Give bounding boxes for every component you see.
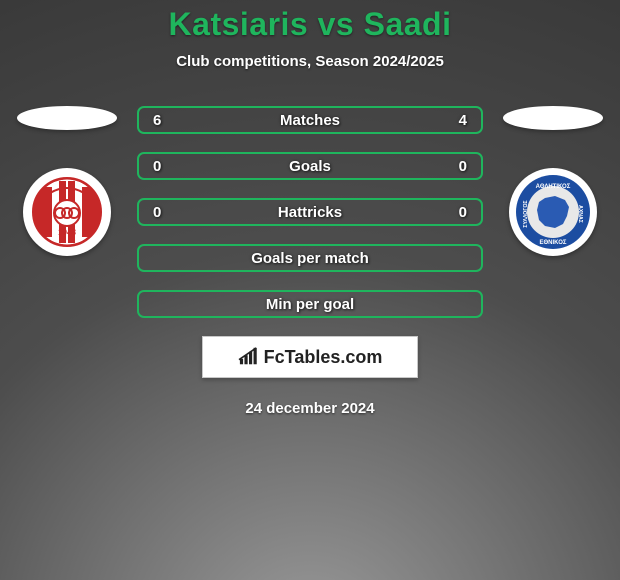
stat-label: Goals per match (251, 250, 369, 267)
svg-text:ΕΘΝΙΚΟΣ: ΕΘΝΙΚΟΣ (540, 240, 567, 246)
stat-bar-goals: 0 Goals 0 (137, 152, 483, 180)
fctables-logo-box: FcTables.com (202, 336, 418, 378)
page-title: Katsiaris vs Saadi (169, 6, 452, 43)
logo-text: FcTables.com (264, 347, 383, 368)
svg-text:ΑΧΝΑΣ: ΑΧΝΑΣ (577, 205, 583, 223)
left-player-column: 1948 (15, 106, 119, 256)
stat-right-value: 0 (447, 158, 467, 175)
stat-right-value: 4 (447, 112, 467, 129)
stat-left-value: 0 (153, 158, 173, 175)
right-player-oval (503, 106, 603, 130)
subtitle: Club competitions, Season 2024/2025 (176, 53, 444, 70)
left-player-oval (17, 106, 117, 130)
stat-bar-goals-per-match: Goals per match (137, 244, 483, 272)
bar-chart-icon (238, 347, 260, 367)
stat-right-value: 0 (447, 204, 467, 221)
right-badge-art: ΑΘΛΗΤΙΚΟΣ ΕΘΝΙΚΟΣ ΣΥΛΛΟΓΟΣ ΑΧΝΑΣ (515, 174, 591, 250)
stat-label: Min per goal (266, 296, 354, 313)
stat-bar-matches: 6 Matches 4 (137, 106, 483, 134)
stat-bar-min-per-goal: Min per goal (137, 290, 483, 318)
stat-left-value: 0 (153, 204, 173, 221)
right-club-badge: ΑΘΛΗΤΙΚΟΣ ΕΘΝΙΚΟΣ ΣΥΛΛΟΓΟΣ ΑΧΝΑΣ (509, 168, 597, 256)
logo-prefix: Fc (264, 347, 285, 367)
right-player-column: ΑΘΛΗΤΙΚΟΣ ΕΘΝΙΚΟΣ ΣΥΛΛΟΓΟΣ ΑΧΝΑΣ (501, 106, 605, 256)
comparison-row: 1948 6 Matches 4 0 Goals 0 0 Hattricks 0 Goals pe… (0, 106, 620, 318)
stats-column: 6 Matches 4 0 Goals 0 0 Hattricks 0 Goals per mat… (137, 106, 483, 318)
svg-text:1948: 1948 (58, 228, 76, 237)
stat-label: Goals (289, 158, 331, 175)
logo-suffix: .com (340, 347, 382, 367)
stat-label: Hattricks (278, 204, 342, 221)
svg-text:ΣΥΛΛΟΓΟΣ: ΣΥΛΛΟΓΟΣ (523, 200, 529, 227)
fctables-logo: FcTables.com (238, 347, 383, 368)
logo-main: Tables (285, 347, 341, 367)
stat-label: Matches (280, 112, 340, 129)
stat-left-value: 6 (153, 112, 173, 129)
left-club-badge: 1948 (23, 168, 111, 256)
date-text: 24 december 2024 (245, 400, 374, 417)
stat-bar-hattricks: 0 Hattricks 0 (137, 198, 483, 226)
svg-text:ΑΘΛΗΤΙΚΟΣ: ΑΘΛΗΤΙΚΟΣ (536, 184, 571, 190)
left-badge-art: 1948 (30, 175, 104, 249)
